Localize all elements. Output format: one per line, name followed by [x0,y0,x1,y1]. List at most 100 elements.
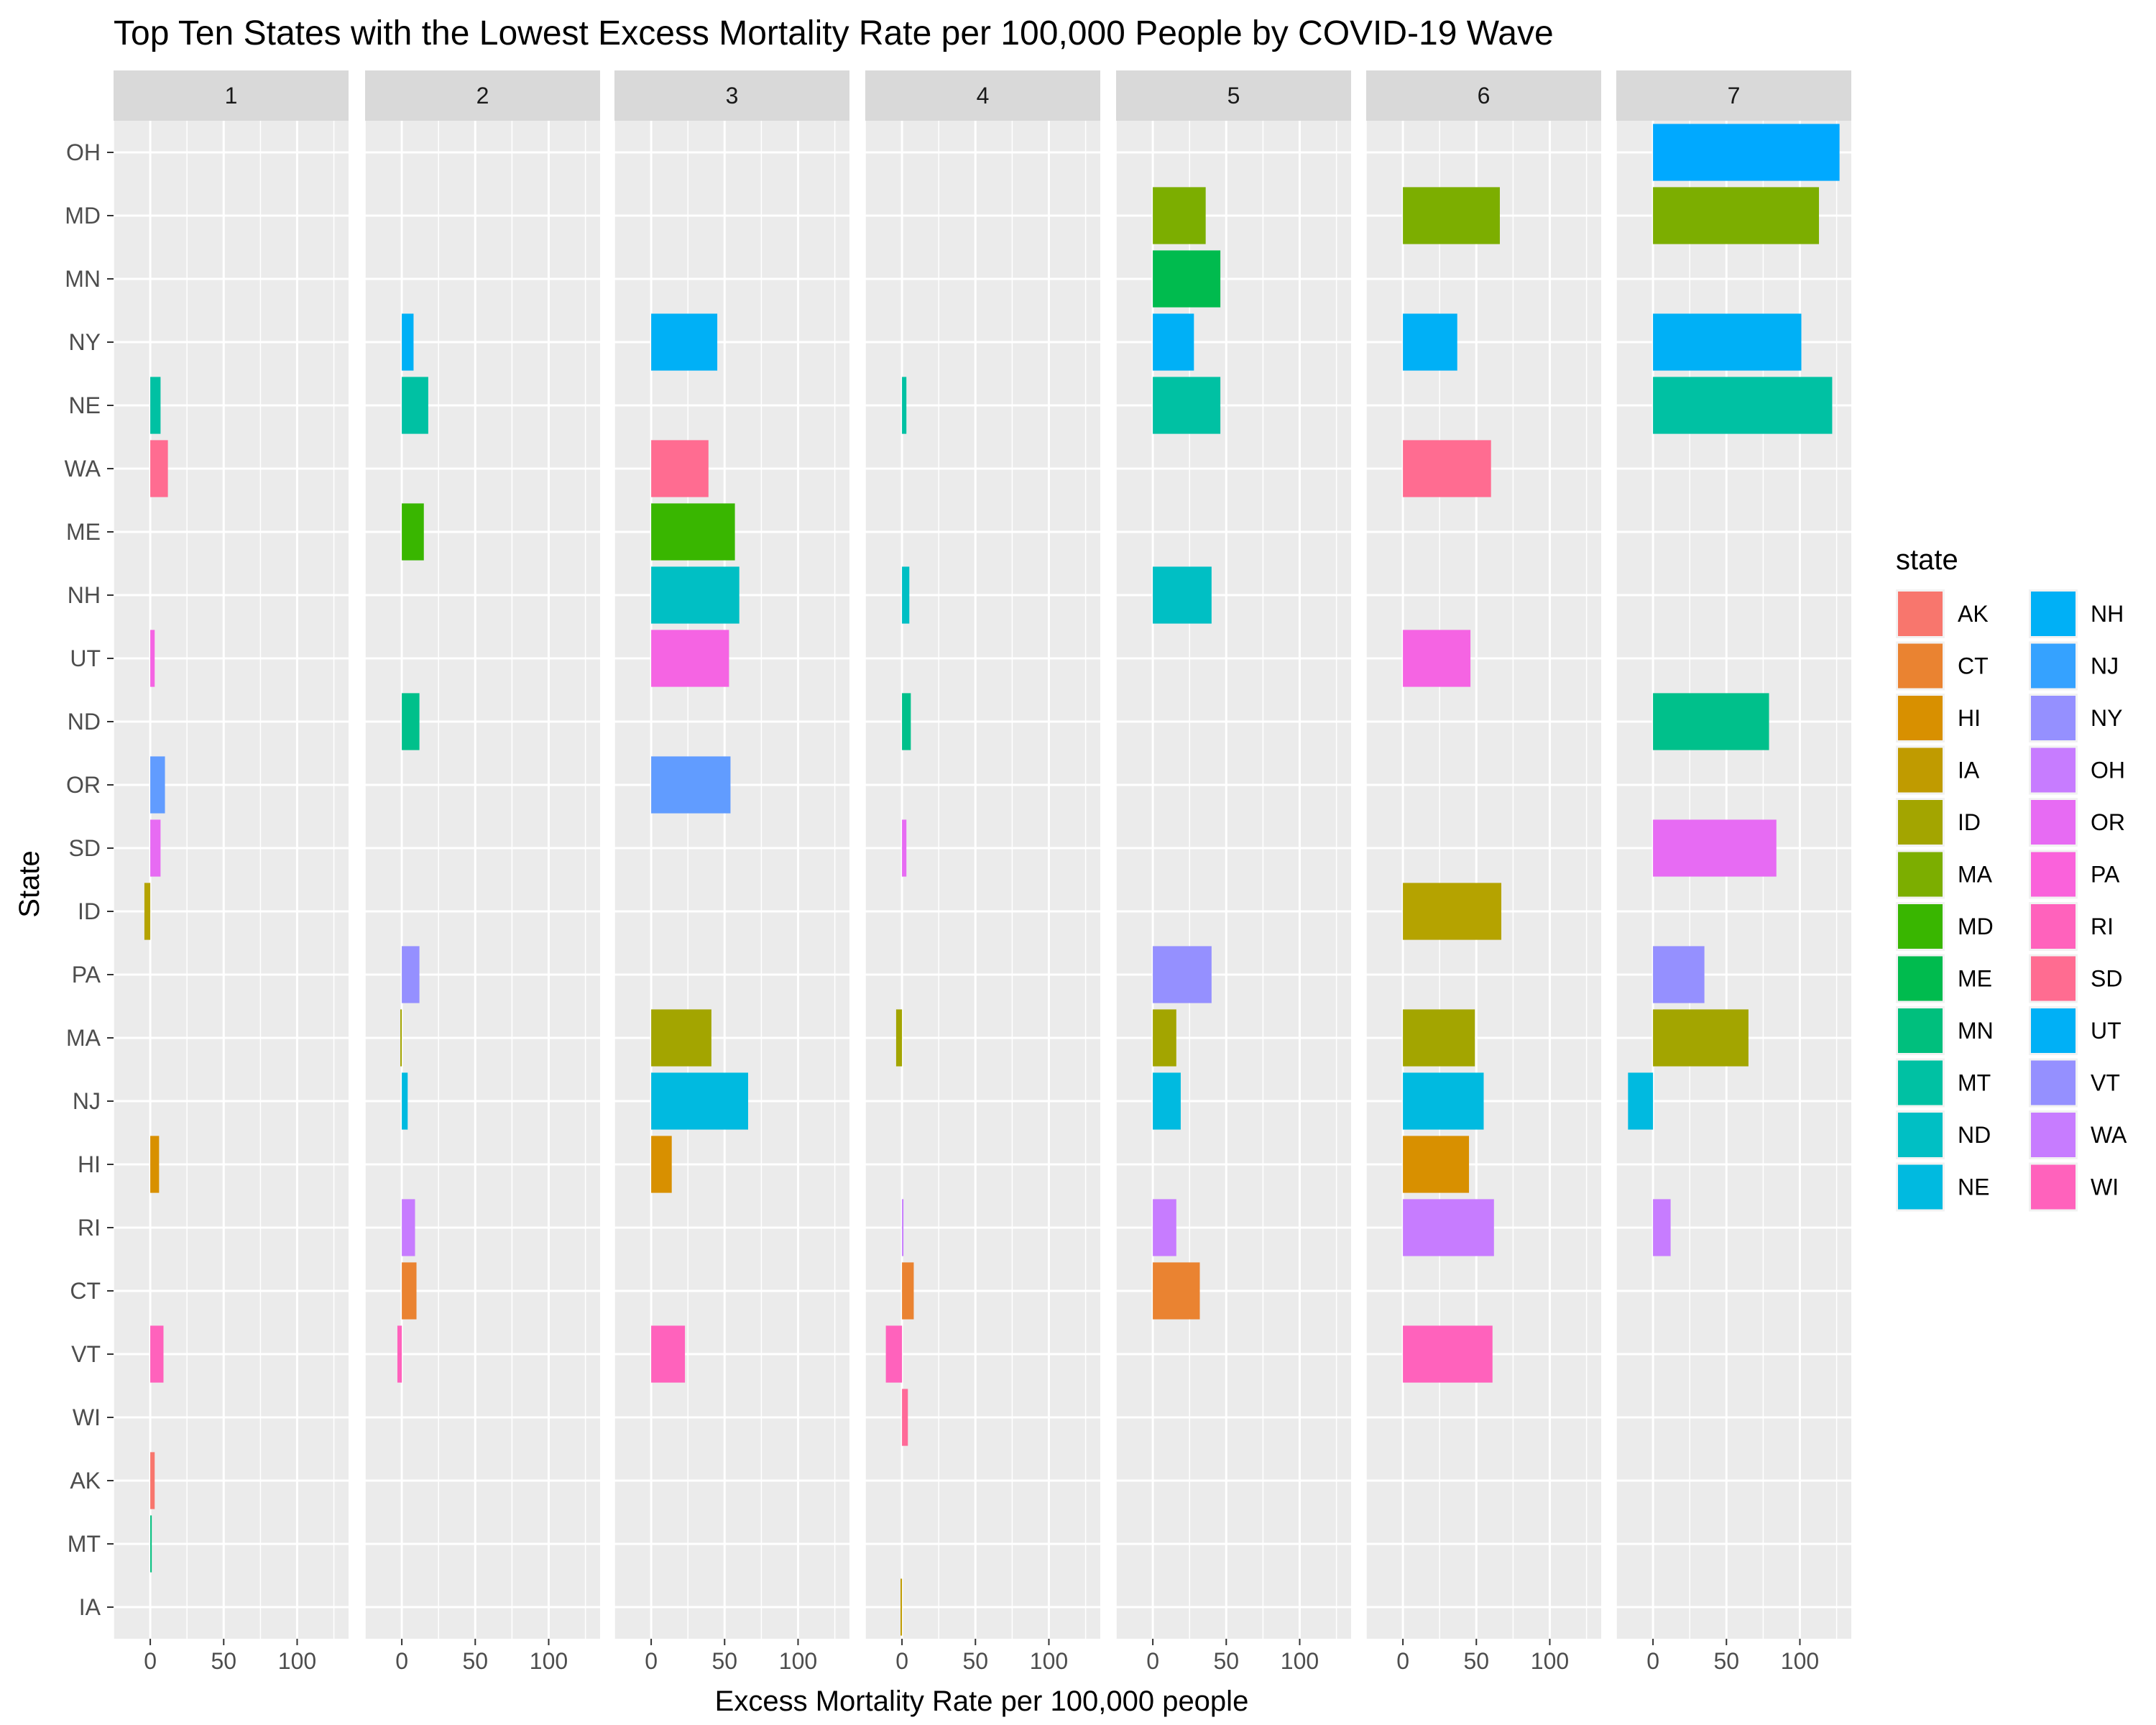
legend-label: SD [2091,966,2122,992]
bar-ne-wave-2 [402,377,428,434]
x-tick-label: 50 [211,1648,236,1674]
y-axis-title: State [14,850,45,917]
bar-ne-wave-7 [1653,377,1833,434]
bar-ct-wave-2 [402,1262,417,1320]
bar-ia-wave-4 [900,1578,903,1636]
legend-swatch-ct [1898,643,1943,689]
facet-panel: 1 0 50 100 [113,70,349,1674]
x-tick-label: 0 [1646,1648,1659,1674]
bar-ne-wave-4 [902,377,907,434]
x-tick-label: 0 [1146,1648,1159,1674]
legend-item: ME [1896,954,1992,1003]
legend-swatch-me [1898,956,1943,1001]
legend-swatch-ri [2031,904,2076,949]
legend-label: MT [1958,1070,1991,1096]
bar-ri-wave-4 [902,1199,904,1256]
facet-strip-label: 6 [1478,83,1491,109]
bar-wa-wave-3 [651,440,709,497]
facet-strip-label: 7 [1728,83,1741,109]
legend-item: HI [1896,694,1981,742]
legend-label: NY [2091,705,2122,731]
bar-sd-wave-1 [150,819,161,877]
facet-strip [1366,70,1601,121]
legend-label: MD [1958,914,1994,939]
panel-background [865,121,1100,1639]
panel-background [1366,121,1601,1639]
x-tick-label: 50 [1463,1648,1489,1674]
legend-item: NY [2029,694,2122,742]
x-tick-label: 0 [144,1648,157,1674]
bar-wi-wave-4 [902,1389,908,1446]
bar-ri-wave-2 [402,1199,415,1256]
facet-panel: 3 0 50 100 [614,70,849,1674]
legend-swatch-nh [2031,592,2076,636]
bar-vt-wave-4 [885,1325,903,1383]
facet-panel: 7 0 50 100 [1616,70,1851,1674]
bar-wa-wave-1 [150,440,168,497]
legend-swatch-oh [2031,748,2076,793]
bar-ma-wave-4 [895,1009,903,1067]
y-tick-label: NE [69,392,101,418]
bar-ut-wave-6 [1403,630,1471,687]
bar-nh-wave-5 [1153,566,1212,624]
bar-ri-wave-6 [1403,1199,1494,1256]
bar-nj-wave-5 [1153,1072,1181,1130]
x-tick-label: 100 [278,1648,316,1674]
y-tick-label: IA [79,1594,101,1620]
y-axis: OH MD MN NY NE WA ME NH UT ND OR SD ID PA MA NJ HI RI CT VT… [65,139,114,1620]
facet-panel: 2 0 50 100 [364,70,600,1674]
bar-vt-wave-2 [397,1325,402,1383]
x-axis-title: Excess Mortality Rate per 100,000 people [715,1685,1249,1717]
bar-hi-wave-1 [150,1136,160,1193]
legend-item: OH [2029,745,2125,795]
legend-item: IA [1896,745,1980,795]
legend-label: ME [1958,966,1992,992]
legend-label: AK [1958,601,1989,627]
bar-nj-wave-3 [651,1072,748,1130]
x-tick-label: 50 [462,1648,488,1674]
legend-title: state [1896,544,1958,576]
legend-swatch-mt [1898,1060,1943,1105]
legend-label: IA [1958,758,1980,783]
y-tick-label: NH [68,582,101,608]
legend-label: NH [2091,601,2124,627]
facet-panel: 6 0 50 100 [1365,70,1601,1674]
bar-id-wave-6 [1403,883,1502,940]
facet-strip [1116,70,1351,121]
panel-background [1116,121,1351,1639]
legend-item: MD [1896,902,1994,951]
bar-wa-wave-6 [1403,440,1491,497]
legend-swatch-or [2031,800,2076,845]
bar-or-wave-3 [651,756,731,814]
bar-me-wave-3 [651,503,735,561]
legend-swatch-id [1898,800,1943,845]
bar-ny-wave-2 [402,313,414,371]
legend-label: PA [2091,862,2120,888]
bar-ma-wave-7 [1653,1009,1749,1067]
bar-ny-wave-5 [1153,313,1194,371]
bar-sd-wave-7 [1653,819,1777,877]
facet-strip [1616,70,1851,121]
y-tick-label: NY [69,329,101,355]
x-tick-label: 0 [645,1648,658,1674]
x-tick-label: 100 [530,1648,568,1674]
legend-swatch-ne [1898,1164,1943,1210]
bar-ma-wave-2 [400,1009,402,1067]
bar-md-wave-6 [1403,187,1500,244]
legend-swatch-ak [1898,592,1943,636]
panel-background [614,121,849,1639]
legend-item: MN [1896,1006,1994,1055]
x-tick-label: 100 [1030,1648,1068,1674]
bar-me-wave-2 [402,503,424,561]
x-tick-label: 0 [1396,1648,1409,1674]
panel-background [365,121,600,1639]
bar-nd-wave-2 [402,693,420,750]
facet-strip [865,70,1100,121]
legend-item: VT [2029,1058,2120,1108]
legend-item: MT [1896,1058,1991,1108]
x-tick-label: 50 [1713,1648,1739,1674]
legend-swatch-nj [2031,643,2076,689]
legend-item: WA [2029,1110,2127,1159]
legend-item: AK [1896,589,1989,638]
